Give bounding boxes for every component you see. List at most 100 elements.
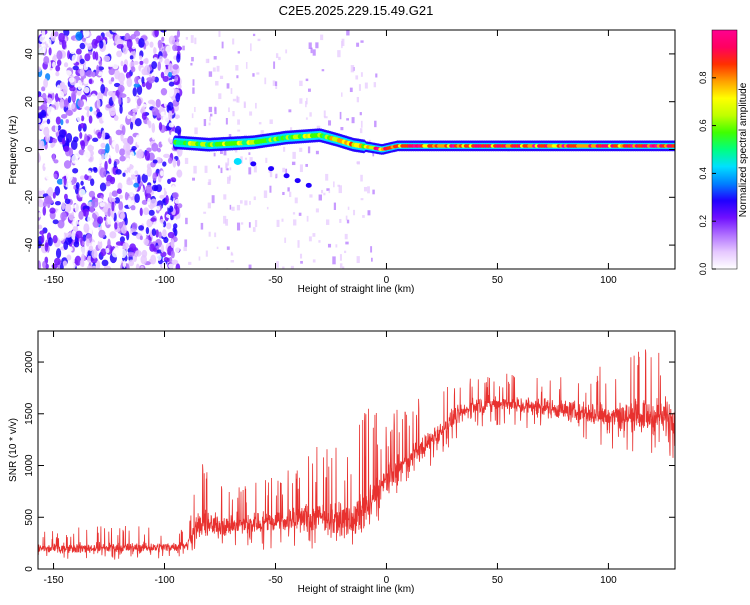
- heatmap-noise-cell: [159, 170, 164, 177]
- heatmap-noise-cell: [65, 119, 69, 124]
- heatmap-speckle-cell: [209, 113, 213, 117]
- heatmap-speckle-cell: [299, 164, 303, 173]
- heatmap-speckle-cell: [306, 215, 309, 222]
- x-tick-label: 100: [600, 575, 617, 586]
- heatmap-speckle-cell: [294, 197, 298, 204]
- heatmap-speckle-cell: [339, 254, 342, 261]
- heatmap-speckle-cell: [342, 266, 345, 269]
- heatmap-noise-cell: [53, 257, 62, 266]
- heatmap-noise-cell: [130, 33, 137, 40]
- heatmap-speckle-cell: [236, 204, 241, 211]
- heatmap-speckle-cell: [236, 75, 239, 79]
- heatmap-noise-cell: [72, 65, 79, 71]
- heatmap-noise-cell: [101, 130, 106, 141]
- heatmap-speckle-cell: [299, 98, 303, 104]
- heatmap-noise-cell: [72, 217, 79, 227]
- heatmap-noise-cell: [172, 64, 179, 70]
- heatmap-noise-cell: [152, 172, 157, 182]
- heatmap-noise-cell: [118, 194, 123, 199]
- heatmap-noise-cell: [157, 39, 163, 49]
- heatmap-noise-cell: [67, 95, 72, 104]
- heatmap-noise-cell: [126, 114, 131, 120]
- x-tick-label: 0: [384, 575, 390, 586]
- heatmap-noise-cell: [88, 115, 93, 124]
- heatmap-noise-cell: [143, 66, 147, 76]
- heatmap-noise-cell: [162, 229, 167, 238]
- heatmap-speckle-cell: [203, 211, 207, 214]
- heatmap-speckle-cell: [236, 222, 241, 231]
- heatmap-noise-cell: [128, 110, 135, 116]
- heatmap-speckle-cell: [248, 222, 251, 228]
- heatmap-noise-cell: [168, 63, 174, 73]
- heatmap-noise-cell: [140, 265, 144, 269]
- heatmap-noise-cell: [127, 251, 135, 257]
- heatmap-noise-cell: [143, 238, 150, 246]
- heatmap-noise-cell: [92, 212, 96, 219]
- colorbar-tick-label: 0.6: [698, 119, 708, 132]
- heatmap-noise-cell: [96, 99, 101, 109]
- heatmap-speckle-cell: [359, 112, 362, 116]
- heatmap-speckle-cell: [333, 181, 335, 188]
- heatmap-noise-cell: [75, 249, 81, 256]
- heatmap-speckle-cell: [323, 110, 326, 118]
- heatmap-noise-cell: [160, 111, 165, 117]
- heatmap-noise-cell: [46, 97, 53, 104]
- heatmap-noise-cell: [151, 75, 156, 81]
- heatmap-speckle-cell: [232, 38, 235, 45]
- heatmap-noise-cell: [71, 154, 79, 164]
- heatmap-speckle-cell: [256, 72, 260, 75]
- heatmap-noise-cell: [43, 56, 50, 65]
- heatmap-noise-cell: [105, 247, 110, 254]
- heatmap-noise-cell: [51, 44, 59, 53]
- heatmap-cells: [38, 30, 675, 269]
- heatmap-noise-cell: [139, 235, 143, 241]
- heatmap-noise-cell: [131, 145, 137, 151]
- heatmap-noise-cell: [177, 203, 183, 209]
- snr-series-line: [38, 349, 675, 560]
- y-tick-label: 40: [24, 48, 35, 60]
- colorbar-gradient: [711, 29, 738, 270]
- heatmap-noise-cell: [45, 263, 49, 269]
- heatmap-noise-cell: [49, 207, 56, 214]
- heatmap-speckle-cell: [356, 96, 360, 103]
- heatmap-noise-cell: [82, 30, 90, 38]
- spectrogram-panel: -150 -100 -50 0 50 100 -40 -20 0 20 40 Height of s…: [8, 29, 676, 295]
- colorbar-tick-label: 0.0: [698, 263, 708, 276]
- heatmap-speckle-cell: [362, 215, 365, 218]
- heatmap-noise-cell: [128, 187, 135, 197]
- heatmap-noise-cell: [160, 88, 168, 96]
- heatmap-noise-cell: [98, 60, 103, 67]
- heatmap-noise-cell: [102, 111, 106, 122]
- heatmap-noise-cell: [56, 178, 64, 185]
- heatmap-speckle-cell: [192, 177, 195, 181]
- heatmap-noise-cell: [165, 45, 172, 55]
- heatmap-noise-cell: [111, 30, 119, 33]
- heatmap-noise-cell: [112, 93, 116, 102]
- heatmap-speckle-cell: [211, 195, 215, 204]
- heatmap-noise-cell: [130, 204, 136, 211]
- heatmap-speckle-cell: [355, 75, 359, 80]
- heatmap-noise-cell: [159, 64, 166, 72]
- heatmap-noise-cell: [172, 192, 179, 199]
- colorbar-tick-label: 0.2: [698, 215, 708, 228]
- heatmap-noise-cell: [38, 185, 45, 191]
- heatmap-noise-cell: [155, 98, 161, 108]
- heatmap-noise-cell: [97, 208, 102, 214]
- heatmap-speckle-cell: [284, 237, 287, 243]
- heatmap-speckle-cell: [367, 210, 371, 216]
- heatmap-speckle-cell: [274, 81, 278, 86]
- heatmap-noise-cell: [54, 186, 61, 196]
- heatmap-noise-cell: [98, 229, 106, 239]
- heatmap-noise-cell: [79, 58, 85, 65]
- heatmap-speckle-cell: [191, 56, 194, 62]
- heatmap-noise-cell: [168, 122, 175, 128]
- x-tick-label: -100: [155, 575, 175, 586]
- spectrogram-xlabel: Height of straight line (km): [298, 284, 415, 295]
- heatmap-noise-cell: [85, 238, 90, 247]
- heatmap-speckle-cell: [346, 219, 350, 224]
- heatmap-noise-cell: [103, 55, 111, 62]
- heatmap-noise-cell: [99, 182, 107, 192]
- heatmap-noise-cell: [97, 148, 106, 155]
- heatmap-noise-cell: [63, 84, 68, 95]
- heatmap-noise-cell: [159, 219, 165, 224]
